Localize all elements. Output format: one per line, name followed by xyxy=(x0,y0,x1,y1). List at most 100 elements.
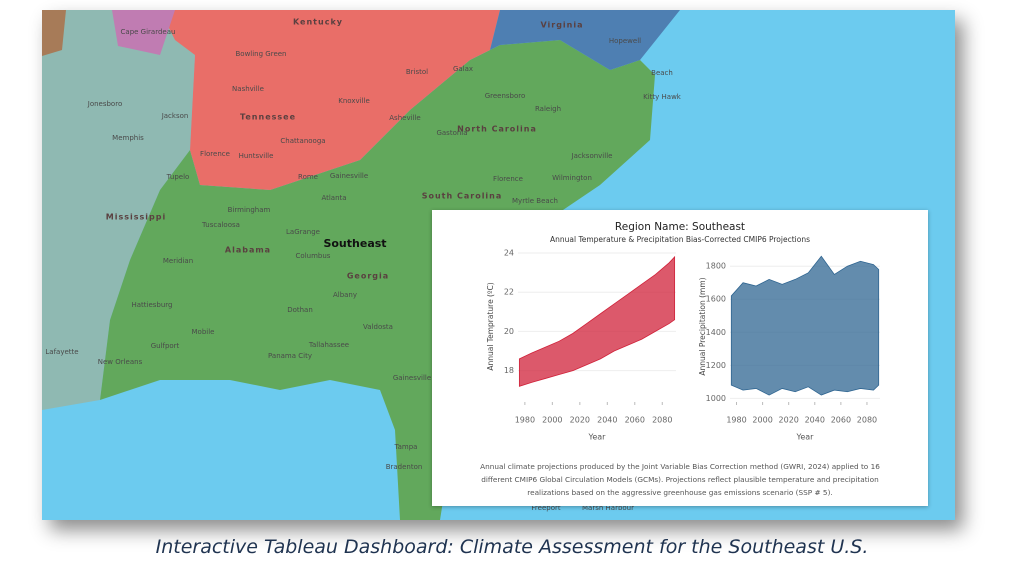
region-southeast[interactable] xyxy=(100,40,655,520)
state-label: Virginia xyxy=(540,21,583,30)
place-label: Wilmington xyxy=(552,174,592,182)
place-label: Tallahassee xyxy=(308,341,349,349)
x-tick-label: 1980 xyxy=(726,416,746,425)
place-label: Greensboro xyxy=(485,92,526,100)
tooltip-subtitle: Annual Temperature & Precipitation Bias-… xyxy=(550,235,810,244)
region-west[interactable] xyxy=(42,10,66,56)
x-tick-label: 2020 xyxy=(570,416,590,425)
place-label: LaGrange xyxy=(286,228,320,236)
x-tick-label: 2040 xyxy=(597,416,617,425)
x-tick-label: 2020 xyxy=(779,416,799,425)
region-northeast[interactable] xyxy=(490,10,680,70)
place-label: Marsh Harbour xyxy=(582,504,634,512)
place-label: Knoxville xyxy=(338,97,370,105)
x-tick-label: 1980 xyxy=(515,416,535,425)
place-label: Meridian xyxy=(163,257,193,265)
x-tick-label: 2080 xyxy=(652,416,672,425)
place-label: Tupelo xyxy=(166,173,190,181)
place-label: Gainesville xyxy=(393,374,431,382)
place-label: Cape Girardeau xyxy=(121,28,176,36)
place-label: Bristol xyxy=(406,68,428,76)
x-tick-label: 2040 xyxy=(805,416,825,425)
place-label: Gulfport xyxy=(151,342,180,350)
y-tick-label: 18 xyxy=(504,366,514,375)
place-label: Chattanooga xyxy=(280,137,325,145)
place-label: Southeast xyxy=(323,237,386,250)
place-label: Dothan xyxy=(287,306,313,314)
caption: Interactive Tableau Dashboard: Climate A… xyxy=(155,536,869,558)
place-label: Myrtle Beach xyxy=(512,197,558,205)
place-label: Panama City xyxy=(268,352,312,360)
y-tick-label: 1600 xyxy=(706,295,726,304)
state-label: Tennessee xyxy=(240,113,296,122)
place-label: Kitty Hawk xyxy=(643,93,682,101)
place-label: Hopewell xyxy=(609,37,641,45)
place-label: Gastonia xyxy=(436,129,467,137)
place-label: Gainesville xyxy=(330,172,368,180)
note-line: different CMIP6 Global Circulation Model… xyxy=(481,475,878,484)
y-tick-label: 22 xyxy=(504,288,514,297)
place-label: Hattiesburg xyxy=(131,301,172,309)
ensemble-band xyxy=(730,255,880,396)
state-label: Georgia xyxy=(347,272,389,281)
y-tick-label: 1400 xyxy=(706,328,726,337)
map-labels: Kentucky Virginia Cape Girardeau Bowling Gr… xyxy=(45,18,681,513)
place-label: Freeport xyxy=(531,504,560,512)
place-label: Atlanta xyxy=(321,194,346,202)
dashboard-screenshot: Kentucky Virginia Cape Girardeau Bowling Gr… xyxy=(42,10,955,520)
place-label: Mobile xyxy=(192,328,215,336)
place-label: Jacksonville xyxy=(571,152,613,160)
y-tick-label: 20 xyxy=(504,327,514,336)
region-midwest[interactable] xyxy=(112,10,175,55)
place-label: Bowling Green xyxy=(235,50,286,58)
place-label: Valdosta xyxy=(363,323,393,331)
place-label: Jackson xyxy=(161,112,189,120)
y-tick-label: 24 xyxy=(504,249,514,258)
x-tick-label: 2060 xyxy=(831,416,851,425)
place-label: Birmingham xyxy=(228,206,271,214)
note-line: realizations based on the aggressive gre… xyxy=(527,488,833,497)
state-label: South Carolina xyxy=(422,192,503,201)
place-label: New Orleans xyxy=(98,358,143,366)
place-label: Nashville xyxy=(232,85,264,93)
place-label: Lafayette xyxy=(45,348,78,356)
y-tick-label: 1200 xyxy=(706,361,726,370)
note-line: Annual climate projections produced by t… xyxy=(480,462,880,471)
x-tick-label: 2000 xyxy=(542,416,562,425)
y-tick-label: 1000 xyxy=(706,394,726,403)
place-label: Asheville xyxy=(389,114,420,122)
region-ohio-valley[interactable] xyxy=(160,10,500,190)
x-tick-label: 2060 xyxy=(625,416,645,425)
place-label: Bradenton xyxy=(386,463,423,471)
y-axis-title: Annual Temprature (ºC) xyxy=(486,282,495,370)
state-label: Kentucky xyxy=(293,18,343,27)
place-label: Jonesboro xyxy=(87,100,122,108)
place-label: Albany xyxy=(333,291,357,299)
place-label: Columbus xyxy=(296,252,331,260)
tooltip-title: Region Name: Southeast xyxy=(615,221,745,233)
place-label: Tuscaloosa xyxy=(201,221,240,229)
x-axis-title: Year xyxy=(588,433,607,442)
x-tick-label: 2080 xyxy=(857,416,877,425)
place-label: Florence xyxy=(493,175,523,183)
y-tick-label: 1800 xyxy=(706,262,726,271)
place-label: Tampa xyxy=(394,443,418,451)
region-south-central xyxy=(42,10,195,410)
place-label: Florence xyxy=(200,150,230,158)
place-label: Huntsville xyxy=(239,152,274,160)
place-label: Beach xyxy=(651,69,673,77)
place-label: Memphis xyxy=(112,134,144,142)
y-axis-title: Annual Precipitation (mm) xyxy=(698,277,707,375)
state-label: Mississippi xyxy=(106,213,166,222)
place-label: Galax xyxy=(453,65,473,73)
place-label: Raleigh xyxy=(535,105,561,113)
x-tick-label: 2000 xyxy=(752,416,772,425)
state-label: Alabama xyxy=(225,246,271,255)
tooltip-charts: Region Name: Southeast Annual Temperatur… xyxy=(480,221,880,497)
state-label: North Carolina xyxy=(457,125,537,134)
ensemble-band xyxy=(518,255,676,387)
place-label: Rome xyxy=(298,173,318,181)
x-axis-title: Year xyxy=(796,433,815,442)
tooltip: Region Name: Southeast Annual Temperatur… xyxy=(432,210,928,506)
